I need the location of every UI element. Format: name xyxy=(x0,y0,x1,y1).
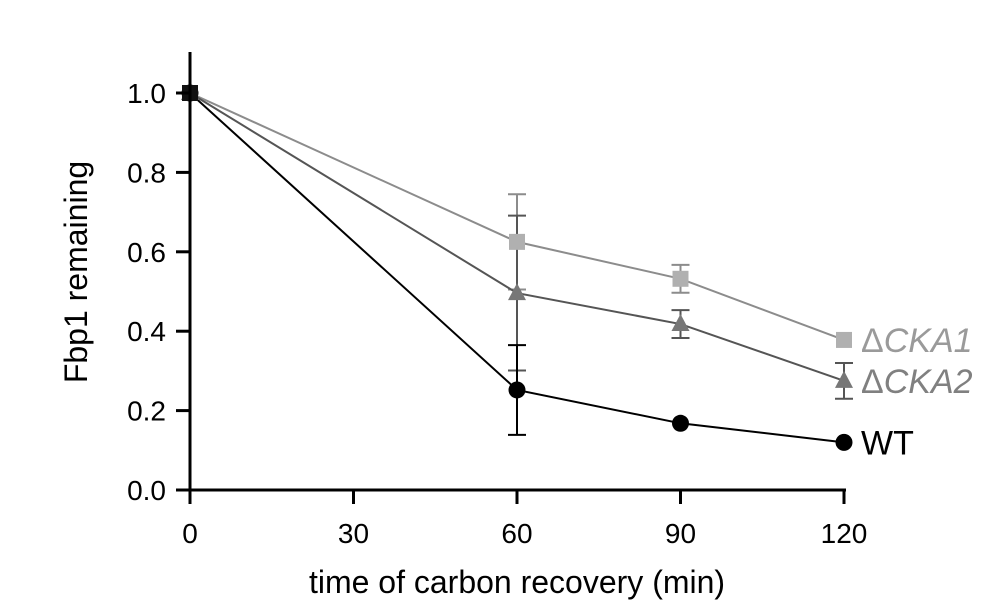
data-point xyxy=(835,370,853,388)
data-point xyxy=(835,433,853,451)
y-tick-label: 0.6 xyxy=(127,237,166,268)
data-point xyxy=(508,381,526,399)
series-label: ΔCKA2 xyxy=(861,363,973,401)
series-label-gene: CKA1 xyxy=(884,322,973,360)
y-tick-label: 0.0 xyxy=(127,475,166,506)
x-tick-label: 90 xyxy=(665,518,696,549)
x-ticks: 0 30 60 90 120 xyxy=(182,490,867,549)
data-point xyxy=(672,270,689,287)
y-axis-title: Fbp1 remaining xyxy=(58,161,94,383)
y-tick-label: 0.8 xyxy=(127,157,166,188)
series-line xyxy=(189,92,845,341)
x-tick-label: 120 xyxy=(821,518,868,549)
x-tick-label: 0 xyxy=(182,518,198,549)
data-point xyxy=(672,414,689,432)
y-tick-label: 1.0 xyxy=(127,78,166,109)
series-label-delta: Δ xyxy=(861,322,884,360)
series-line xyxy=(189,92,845,444)
data-point xyxy=(836,331,852,348)
series-label: ΔCKA1 xyxy=(861,322,973,360)
x-tick-label: 30 xyxy=(338,518,369,549)
x-tick-label: 60 xyxy=(501,518,532,549)
series-label: WT xyxy=(861,424,914,462)
series-markers xyxy=(181,83,853,451)
series-label-delta: Δ xyxy=(861,363,884,401)
data-point xyxy=(508,283,526,301)
series-line xyxy=(189,92,845,382)
y-tick-label: 0.2 xyxy=(127,396,166,427)
y-ticks: 0.0 0.2 0.4 0.6 0.8 1.0 xyxy=(127,78,190,506)
axes: 0.0 0.2 0.4 0.6 0.8 1.0 0 30 60 90 120 xyxy=(127,52,867,549)
data-point xyxy=(509,233,525,250)
series-lines xyxy=(189,92,845,444)
data-point xyxy=(671,314,690,332)
series-label-gene: CKA2 xyxy=(884,363,973,401)
y-tick-label: 0.4 xyxy=(127,316,166,347)
x-axis-title: time of carbon recovery (min) xyxy=(309,564,725,600)
